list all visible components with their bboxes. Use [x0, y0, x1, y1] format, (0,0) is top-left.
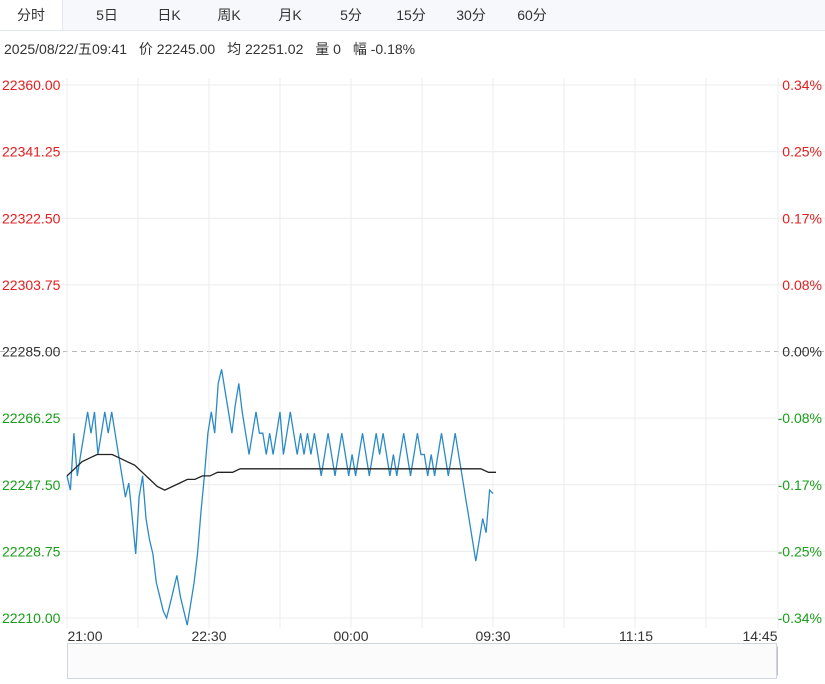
pct-tick-label: 0.25%: [782, 144, 822, 160]
x-tick-label: 11:15: [619, 628, 653, 644]
y-tick-label: 22303.75: [2, 277, 61, 293]
tab-30min[interactable]: 30分: [456, 7, 486, 23]
y-tick-label: 22285.00: [2, 344, 61, 360]
y-tick-label: 22360.00: [2, 77, 61, 93]
period-tab-bar: 分时 5日 日K 周K 月K 5分 15分 30分 60分: [0, 0, 825, 31]
x-tick-label: 21:00: [67, 628, 102, 644]
pct-tick-label: -0.25%: [778, 543, 822, 559]
y-tick-label: 22322.50: [2, 210, 61, 226]
pct-tick-label: 0.08%: [782, 277, 822, 293]
y-tick-label: 22228.75: [2, 543, 61, 559]
pct-tick-label: 0.34%: [782, 77, 822, 93]
quote-average: 均 22251.02: [227, 41, 304, 57]
quote-change: 幅 -0.18%: [352, 41, 416, 57]
x-tick-label: 22:30: [191, 628, 226, 644]
y-tick-label: 22266.25: [2, 410, 61, 426]
date-navigator[interactable]: [67, 643, 777, 679]
tab-5day[interactable]: 5日: [96, 7, 118, 23]
tab-5min[interactable]: 5分: [340, 7, 362, 23]
y-tick-label: 22210.00: [2, 610, 61, 626]
x-tick-label: 00:00: [333, 628, 368, 644]
pct-tick-label: 0.17%: [782, 210, 822, 226]
quote-info-bar: 2025/08/22/五09:41 价 22245.00 均 22251.02 …: [4, 39, 423, 59]
tab-60min[interactable]: 60分: [517, 7, 547, 23]
tab-monthly-k[interactable]: 月K: [278, 7, 302, 23]
x-tick-label: 14:45: [742, 628, 777, 644]
y-tick-label: 22341.25: [2, 144, 61, 160]
tab-intraday[interactable]: 分时: [0, 0, 63, 30]
tab-15min[interactable]: 15分: [396, 7, 426, 23]
tab-weekly-k[interactable]: 周K: [217, 7, 241, 23]
quote-datetime: 2025/08/22/五09:41: [4, 41, 127, 57]
y-tick-label: 22247.50: [2, 477, 61, 493]
quote-price: 价 22245.00: [138, 41, 216, 57]
pct-tick-label: -0.34%: [778, 610, 822, 626]
pct-tick-label: 0.00%: [782, 344, 822, 360]
price-series-line: [66, 369, 494, 626]
average-series-line: [66, 453, 496, 491]
pct-tick-label: -0.17%: [778, 477, 822, 493]
x-tick-label: 09:30: [475, 628, 510, 644]
quote-volume: 量 0: [315, 41, 341, 57]
pct-tick-label: -0.08%: [778, 410, 822, 426]
tab-daily-k[interactable]: 日K: [157, 7, 181, 23]
